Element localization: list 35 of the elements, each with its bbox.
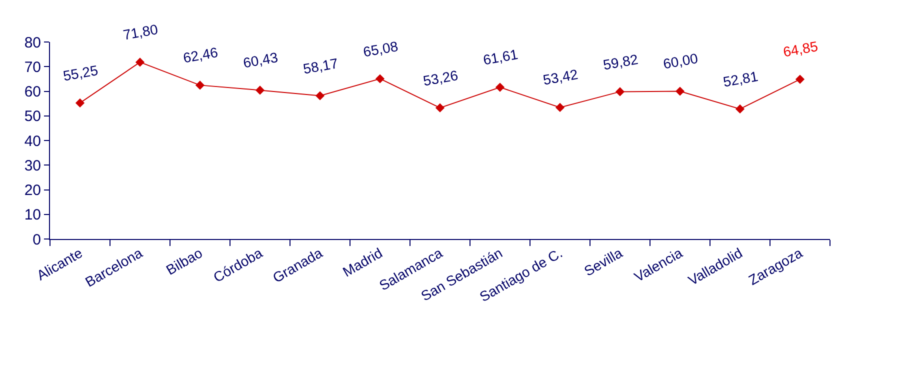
data-label: 62,46	[182, 44, 220, 66]
data-label: 61,61	[482, 46, 520, 68]
point	[255, 86, 265, 95]
point	[615, 87, 625, 96]
point	[675, 86, 685, 96]
data-label: 58,17	[302, 54, 340, 77]
data-label: 71,80	[122, 20, 160, 43]
data-label: 60,43	[242, 48, 280, 71]
y-tick-label: 70	[24, 58, 41, 76]
annotation: 64,85	[782, 38, 820, 60]
data-label: 53,42	[542, 66, 580, 88]
point	[435, 103, 445, 112]
data-label: 55,25	[62, 62, 100, 84]
data-label: 60,00	[662, 50, 700, 72]
y-tick-label: 0	[32, 231, 41, 248]
y-tick-label: 20	[24, 182, 41, 199]
y-tick-label: 60	[24, 84, 41, 100]
data-label: 59,82	[602, 50, 640, 73]
y-tick-label: 10	[24, 206, 41, 224]
y-tick-label: 80	[24, 34, 41, 52]
point	[195, 80, 205, 90]
data-label: 65,08	[362, 38, 400, 60]
y-tick-label: 40	[24, 132, 41, 150]
point	[735, 104, 745, 114]
y-tick-label: 50	[24, 108, 41, 126]
point	[495, 82, 505, 92]
point	[555, 102, 565, 112]
data-label: 52,81	[722, 68, 760, 90]
y-tick-label: 30	[24, 157, 41, 174]
point	[135, 58, 145, 67]
point	[375, 74, 385, 84]
point	[75, 98, 85, 108]
data-label: 53,26	[422, 66, 460, 89]
point	[795, 74, 805, 84]
point	[315, 91, 325, 100]
